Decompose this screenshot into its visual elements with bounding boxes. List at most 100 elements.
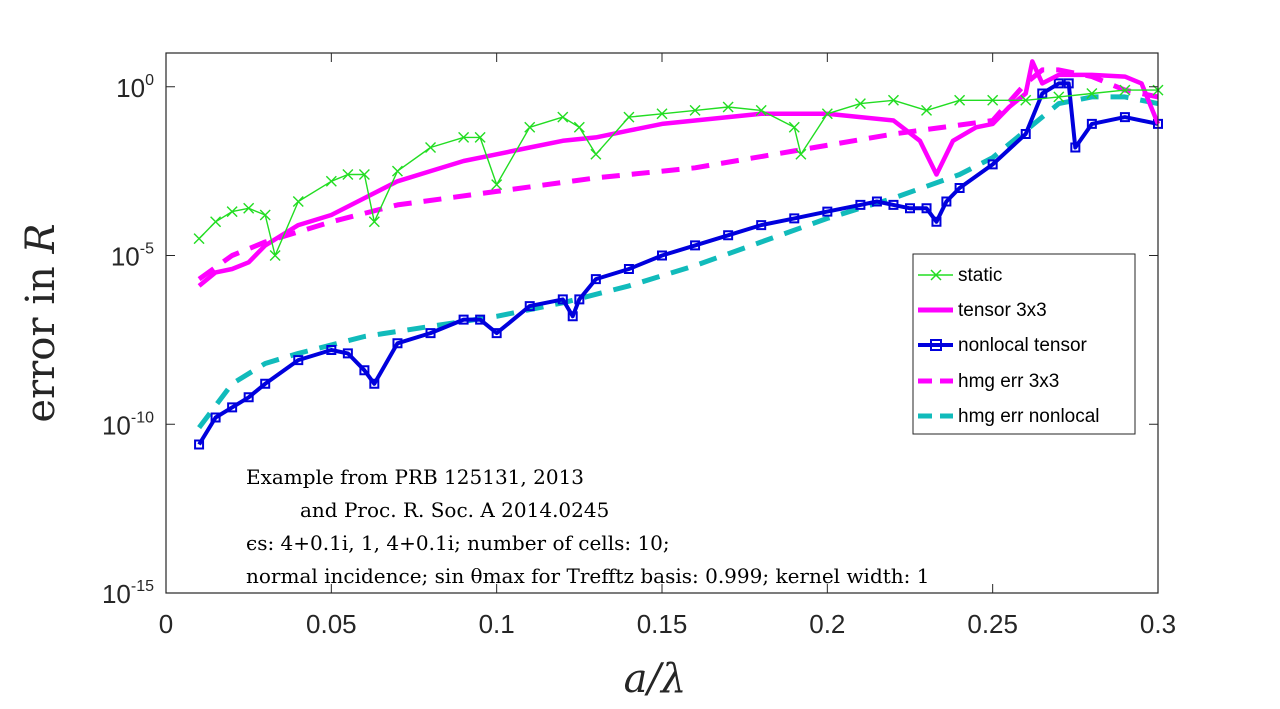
nonlocal-point xyxy=(1086,118,1097,129)
nonlocal-point xyxy=(293,355,304,366)
static-point xyxy=(573,121,585,133)
annotation-line-1: Example from PRB 125131, 2013 xyxy=(246,465,584,489)
series-line-static xyxy=(198,89,1158,257)
legend-label-tensor: tensor 3x3 xyxy=(958,300,1047,321)
nonlocal-point xyxy=(392,338,403,349)
static-point xyxy=(656,108,668,120)
nonlocal-point xyxy=(210,412,221,423)
nonlocal-point xyxy=(458,314,469,325)
nonlocal-point xyxy=(987,159,998,170)
nonlocal-point xyxy=(342,348,353,359)
nonlocal-point xyxy=(855,199,866,210)
static-point xyxy=(557,111,569,123)
nonlocal-point xyxy=(1020,129,1031,139)
x-tick-label: 0.1 xyxy=(479,609,515,639)
y-axis-label: error in R xyxy=(18,223,64,422)
legend-label-hmg3: hmg err 3x3 xyxy=(958,371,1059,392)
tick-layer: 0 0.05 0.1 0.15 0.2 0.25 0.3 100 10-5 10-10 10-15 xyxy=(102,53,1176,639)
nonlocal-point xyxy=(623,264,634,274)
nonlocal-point xyxy=(723,230,734,241)
series-line-tensor xyxy=(197,59,1161,288)
nonlocal-point xyxy=(690,240,701,251)
static-point xyxy=(474,131,486,143)
x-tick-label: 0 xyxy=(159,609,173,639)
legend-marker-static xyxy=(930,269,942,281)
nonlocal-point xyxy=(756,220,767,231)
legend-entry-hmg3: hmg err 3x3 xyxy=(918,371,1059,392)
static-point xyxy=(689,104,701,116)
static-point xyxy=(887,94,899,106)
nonlocal-point xyxy=(871,196,882,207)
x-tick-label: 0.2 xyxy=(809,609,845,639)
y-tick-label: 100 xyxy=(116,72,154,103)
static-point xyxy=(795,148,807,160)
nonlocal-point xyxy=(905,203,915,214)
static-point xyxy=(458,131,470,143)
static-point xyxy=(788,121,800,133)
nonlocal-point xyxy=(574,294,585,305)
static-point xyxy=(210,216,222,228)
y-tick-label: 10-15 xyxy=(102,578,154,609)
legend-entry-static: static xyxy=(918,265,1002,286)
static-point xyxy=(854,98,866,110)
series-line-nonlocal xyxy=(197,81,1159,446)
legend-marker-nonlocal xyxy=(930,339,942,351)
nonlocal-point xyxy=(789,213,800,224)
legend-entry-hmgnl: hmg err nonlocal xyxy=(918,406,1100,427)
static-point xyxy=(368,216,380,228)
nonlocal-point xyxy=(425,328,436,339)
legend-label-static: static xyxy=(958,265,1002,286)
static-point xyxy=(954,94,966,106)
annotation-line-4: normal incidence; sin θmax for Trefftz b… xyxy=(246,564,930,588)
y-axis-label-var: R xyxy=(18,223,64,254)
annotation-line-3: ϵs: 4+0.1i, 1, 4+0.1i; number of cells: … xyxy=(246,531,670,555)
nonlocal-point xyxy=(194,439,205,450)
y-axis-label-prefix: error in xyxy=(18,254,64,423)
static-point xyxy=(425,142,437,153)
x-tick-label: 0.15 xyxy=(637,609,688,639)
nonlocal-point xyxy=(1119,112,1130,123)
nonlocal-point xyxy=(921,203,932,214)
nonlocal-point xyxy=(369,378,380,389)
static-point xyxy=(292,196,304,207)
y-tick-label: 10-5 xyxy=(111,241,154,272)
static-point xyxy=(821,108,833,120)
static-point xyxy=(590,148,602,160)
series-line-hmgnl xyxy=(197,94,1159,430)
nonlocal-point xyxy=(941,196,952,207)
static-point xyxy=(722,101,734,113)
nonlocal-point xyxy=(931,216,942,227)
nonlocal-point xyxy=(227,402,238,413)
legend-entry-nonlocal: nonlocal tensor xyxy=(918,335,1088,356)
nonlocal-point xyxy=(1063,78,1074,89)
static-point xyxy=(987,94,999,106)
nonlocal-point xyxy=(1053,78,1064,89)
series-line-hmg3 xyxy=(197,67,1159,282)
static-point xyxy=(921,104,933,116)
static-point xyxy=(623,111,635,123)
nonlocal-point xyxy=(888,199,899,210)
legend-label-nonlocal: nonlocal tensor xyxy=(958,335,1088,356)
static-point xyxy=(755,104,767,116)
static-point xyxy=(342,169,354,180)
static-point xyxy=(1053,91,1065,103)
nonlocal-point xyxy=(243,392,254,403)
nonlocal-point xyxy=(1070,142,1081,153)
nonlocal-point xyxy=(657,250,667,261)
static-point xyxy=(325,175,337,187)
static-point xyxy=(524,121,536,133)
x-tick-label: 0.3 xyxy=(1140,609,1176,639)
nonlocal-point xyxy=(326,345,337,355)
static-point xyxy=(1119,84,1131,96)
nonlocal-point xyxy=(475,314,486,325)
static-point xyxy=(1020,94,1032,106)
legend-entry-tensor: tensor 3x3 xyxy=(918,300,1047,321)
nonlocal-point xyxy=(491,328,502,339)
annotation-line-2: and Proc. R. Soc. A 2014.0245 xyxy=(300,498,609,522)
static-point xyxy=(358,169,370,180)
static-point xyxy=(193,233,205,245)
static-point xyxy=(243,202,255,214)
static-point xyxy=(259,209,271,221)
static-point xyxy=(226,206,238,218)
